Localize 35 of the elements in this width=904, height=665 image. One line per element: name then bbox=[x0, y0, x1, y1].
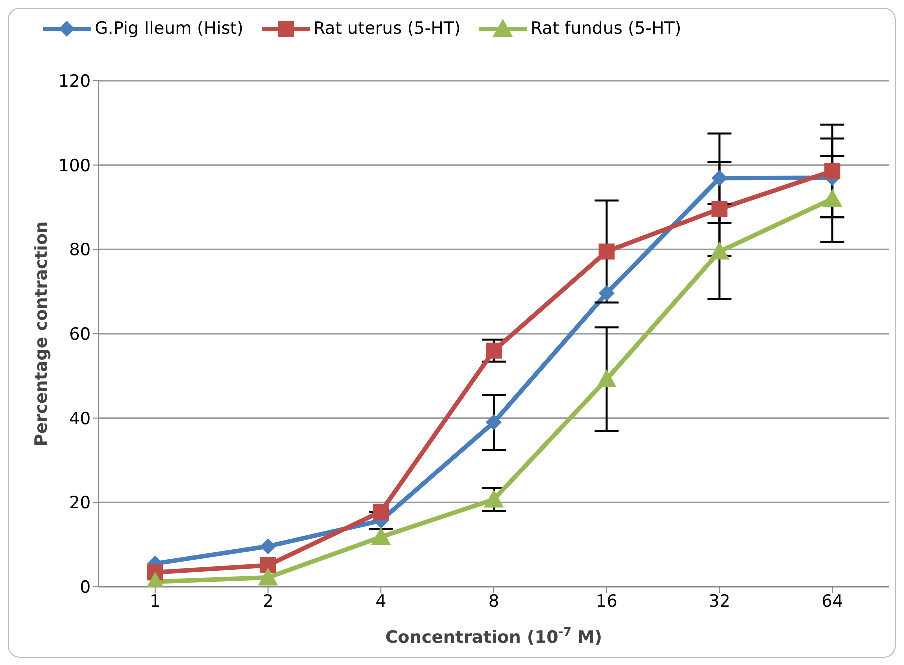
point bbox=[598, 286, 615, 302]
y-tick-label: 60 bbox=[69, 325, 91, 346]
point bbox=[598, 244, 615, 260]
point bbox=[260, 557, 276, 574]
point bbox=[486, 414, 502, 431]
point bbox=[822, 189, 843, 208]
point bbox=[484, 490, 504, 508]
point bbox=[712, 201, 728, 218]
legend-label: Rat uterus (5-HT) bbox=[314, 19, 461, 39]
point bbox=[824, 163, 841, 180]
x-tick-label: 32 bbox=[708, 592, 731, 612]
y-tick-label: 120 bbox=[58, 72, 91, 92]
legend-label: Rat fundus (5-HT) bbox=[530, 19, 682, 39]
point bbox=[373, 504, 390, 520]
y-tick-label: 20 bbox=[69, 494, 91, 514]
x-tick-label: 8 bbox=[488, 592, 500, 612]
point bbox=[596, 370, 617, 388]
y-axis-title: Percentage contraction bbox=[32, 222, 52, 446]
x-axis-title: Concentration (10$^{-7}$ M) bbox=[386, 625, 602, 648]
y-tick-label: 0 bbox=[80, 578, 91, 598]
x-tick-label: 1 bbox=[150, 592, 161, 612]
y-tick-label: 100 bbox=[58, 156, 91, 176]
point bbox=[371, 527, 392, 546]
point bbox=[486, 342, 502, 359]
point bbox=[260, 538, 276, 555]
x-tick-label: 16 bbox=[596, 592, 618, 612]
legend-label: G.Pig Ileum (Hist) bbox=[95, 19, 244, 39]
x-tick-label: 2 bbox=[262, 592, 274, 612]
x-tick-label: 64 bbox=[822, 592, 844, 612]
x-tick-label: 4 bbox=[376, 592, 387, 612]
point bbox=[710, 242, 730, 260]
point bbox=[258, 568, 278, 586]
point bbox=[712, 170, 728, 186]
y-tick-label: 40 bbox=[69, 409, 91, 430]
y-tick-label: 80 bbox=[69, 240, 91, 261]
